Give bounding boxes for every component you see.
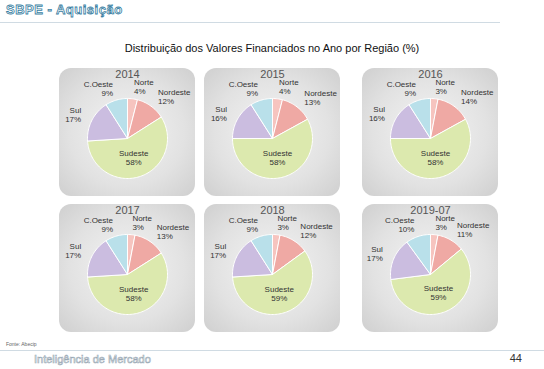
- svg-text:Sudeste58%: Sudeste58%: [119, 149, 149, 167]
- svg-text:Nordeste13%: Nordeste13%: [304, 89, 337, 107]
- svg-text:2019-07: 2019-07: [410, 204, 451, 217]
- svg-text:C.Oeste9%: C.Oeste9%: [229, 216, 259, 234]
- svg-text:2015: 2015: [260, 68, 285, 81]
- svg-text:Sudeste59%: Sudeste59%: [424, 284, 454, 302]
- svg-text:2017: 2017: [115, 204, 140, 217]
- svg-text:Sul17%: Sul17%: [65, 106, 81, 124]
- svg-text:Nordeste14%: Nordeste14%: [461, 88, 494, 106]
- html-text:SBPE - Aquisição: SBPE - Aquisição: [6, 2, 123, 17]
- svg-text:Sudeste59%: Sudeste59%: [265, 285, 295, 303]
- svg-text:C.Oeste10%: C.Oeste10%: [385, 216, 415, 234]
- svg-text:C.Oeste9%: C.Oeste9%: [229, 80, 259, 98]
- svg-text:Norte4%: Norte4%: [279, 78, 299, 96]
- svg-text:Nordeste13%: Nordeste13%: [157, 223, 190, 241]
- svg-text:C.Oeste9%: C.Oeste9%: [387, 80, 417, 98]
- svg-text:2014: 2014: [115, 68, 140, 81]
- svg-text:Sul17%: Sul17%: [367, 245, 383, 263]
- html-text:Distribuição dos Valores Finan: Distribuição dos Valores Financiados no …: [124, 42, 420, 54]
- svg-text:Norte3%: Norte3%: [132, 214, 152, 232]
- svg-text:C.Oeste9%: C.Oeste9%: [84, 216, 114, 234]
- svg-text:Nordeste11%: Nordeste11%: [457, 221, 490, 239]
- svg-text:Sudeste58%: Sudeste58%: [263, 149, 293, 167]
- svg-text:Norte3%: Norte3%: [435, 78, 455, 96]
- svg-text:Sul17%: Sul17%: [65, 242, 81, 260]
- svg-text:Norte3%: Norte3%: [277, 214, 297, 232]
- html-text:Fonte: Abecip: Fonte: Abecip: [6, 341, 37, 347]
- svg-text:C.Oeste9%: C.Oeste9%: [84, 80, 114, 98]
- svg-text:Sul16%: Sul16%: [211, 105, 227, 123]
- svg-text:Norte3%: Norte3%: [435, 214, 455, 232]
- svg-text:2016: 2016: [418, 68, 443, 81]
- svg-text:Sul16%: Sul16%: [369, 105, 385, 123]
- html-text:Inteligência de Mercado: Inteligência de Mercado: [34, 353, 151, 365]
- svg-text:2018: 2018: [260, 204, 285, 217]
- svg-text:Sudeste58%: Sudeste58%: [119, 285, 149, 303]
- svg-text:Norte4%: Norte4%: [134, 78, 154, 96]
- svg-text:Sul17%: Sul17%: [210, 242, 226, 260]
- svg-text:Nordeste12%: Nordeste12%: [300, 222, 333, 240]
- svg-text:Nordeste12%: Nordeste12%: [158, 88, 191, 106]
- svg-text:Sudeste58%: Sudeste58%: [421, 149, 451, 167]
- html-text:44: 44: [509, 352, 522, 364]
